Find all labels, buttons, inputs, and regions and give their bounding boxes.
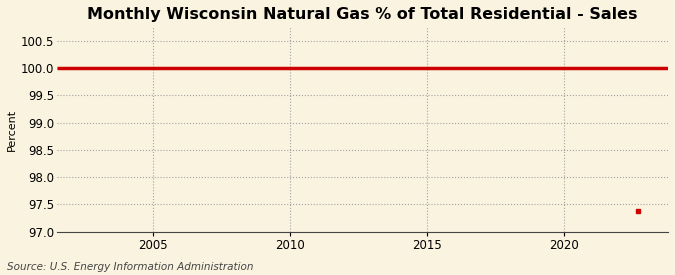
Text: Source: U.S. Energy Information Administration: Source: U.S. Energy Information Administ… [7, 262, 253, 272]
Y-axis label: Percent: Percent [7, 108, 17, 150]
Title: Monthly Wisconsin Natural Gas % of Total Residential - Sales: Monthly Wisconsin Natural Gas % of Total… [87, 7, 638, 22]
